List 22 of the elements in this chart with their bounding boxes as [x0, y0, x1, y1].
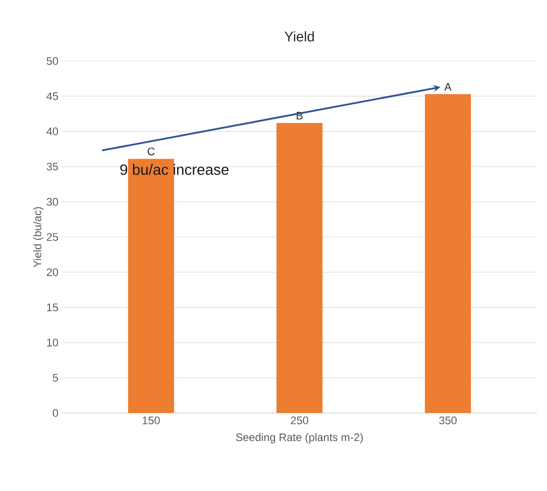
x-tick-label: 250 — [290, 416, 308, 424]
x-tick-label: 350 — [439, 416, 457, 424]
y-tick-label: 50 — [46, 57, 58, 65]
y-tick-label: 5 — [52, 374, 58, 382]
y-tick-label: 25 — [46, 233, 58, 241]
y-tick-label: 45 — [46, 92, 58, 100]
x-tick-label: 150 — [142, 416, 160, 424]
bar — [276, 122, 322, 413]
annotation: A — [444, 83, 452, 91]
y-tick-label: 30 — [46, 198, 58, 206]
bar — [424, 94, 471, 413]
y-tick-label: 0 — [52, 409, 58, 417]
y-tick-label: 40 — [46, 128, 58, 136]
x-axis-title: Seeding Rate (plants m-2) — [236, 433, 363, 444]
y-axis-title: Yield (bu/ac) — [33, 207, 44, 268]
bar — [128, 158, 174, 413]
y-tick-label: 20 — [46, 268, 58, 276]
annotation: C — [148, 148, 155, 156]
y-tick-label: 35 — [46, 162, 58, 170]
chart-title: Yield — [284, 31, 314, 42]
y-tick-label: 10 — [47, 338, 58, 346]
y-tick-label: 15 — [47, 304, 58, 312]
